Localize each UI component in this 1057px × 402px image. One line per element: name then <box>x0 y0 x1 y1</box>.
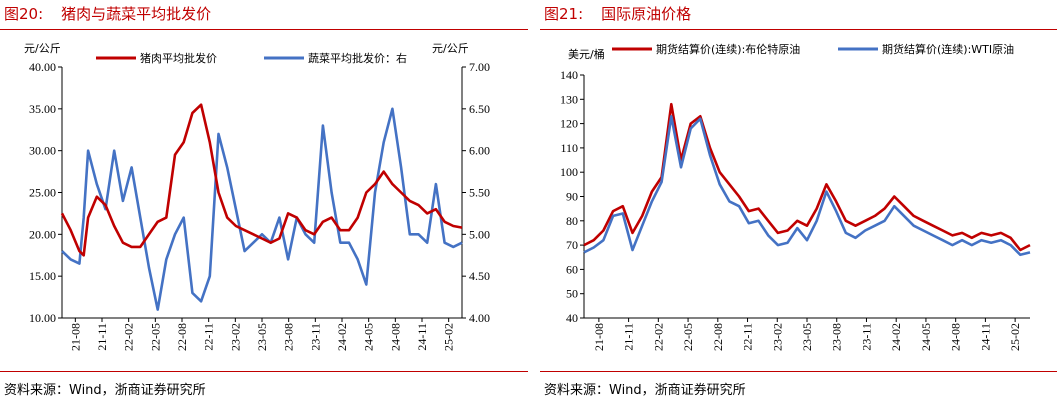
left-y-tick-label: 10.00 <box>29 311 56 325</box>
y-tick-label: 60 <box>566 262 578 276</box>
right-y-tick-label: 6.00 <box>469 144 490 158</box>
wti-price-legend-label: 期货结算价(连续):WTI原油 <box>882 42 1014 56</box>
x-tick-label: 22-02 <box>651 323 665 351</box>
figure-21-bottom-rule <box>540 371 1057 372</box>
brent-price-line <box>584 104 1030 250</box>
right-y-tick-label: 6.50 <box>469 102 490 116</box>
figure-20-panel: 图20: 猪肉与蔬菜平均批发价 10.00 15.00 20.00 25.00 30.00… <box>0 0 528 402</box>
x-tick-label: 22-05 <box>681 323 695 351</box>
left-y-tick-label: 40.00 <box>29 60 56 74</box>
vegetable-price-line <box>62 109 462 310</box>
y-tick-label: 110 <box>560 141 578 155</box>
pork-vegetable-price-chart: 10.00 15.00 20.00 25.00 30.00 35.00 40.00 4.00 4… <box>0 0 528 371</box>
x-tick-label: 24-11 <box>978 323 992 351</box>
figure-21-panel: 图21: 国际原油价格 40 50 60 70 80 90 100 110 120 130 140 21… <box>540 0 1057 402</box>
axis-unit: 美元/桶 <box>568 47 605 61</box>
x-tick-label: 24-08 <box>949 323 963 351</box>
x-tick-label: 23-05 <box>800 323 814 351</box>
figure-20-bottom-rule <box>0 371 528 372</box>
left-y-tick-label: 30.00 <box>29 144 56 158</box>
right-axis-unit: 元/公斤 <box>432 42 469 55</box>
x-tick-label: 21-11 <box>622 323 636 351</box>
x-tick-label: 25-02 <box>1008 323 1022 351</box>
crude-oil-price-chart: 40 50 60 70 80 90 100 110 120 130 140 21-08 21-11 22-… <box>540 0 1057 371</box>
y-tick-label: 140 <box>560 68 578 82</box>
x-tick-label: 21-08 <box>68 323 82 351</box>
x-tick-label: 23-08 <box>830 323 844 351</box>
x-tick-label: 23-02 <box>770 323 784 351</box>
vegetable-price-legend-label: 蔬菜平均批发价：右 <box>308 51 407 65</box>
y-tick-label: 40 <box>566 311 578 325</box>
y-tick-label: 50 <box>566 287 578 301</box>
x-tick-label: 24-08 <box>388 323 402 351</box>
x-tick-label: 24-05 <box>362 323 376 351</box>
right-y-tick-label: 7.00 <box>469 60 490 74</box>
x-tick-label: 22-08 <box>175 323 189 351</box>
x-tick-label: 23-11 <box>308 323 322 351</box>
x-tick-label: 22-11 <box>202 323 216 351</box>
x-tick-label: 23-11 <box>859 323 873 351</box>
x-tick-label: 22-11 <box>741 323 755 351</box>
figure-20-source: 资料来源：Wind，浙商证券研究所 <box>4 379 206 398</box>
y-tick-label: 90 <box>566 190 578 204</box>
right-y-tick-label: 5.00 <box>469 227 490 241</box>
y-tick-label: 100 <box>560 165 578 179</box>
x-tick-label: 21-11 <box>95 323 109 351</box>
left-y-tick-label: 25.00 <box>29 186 56 200</box>
left-y-tick-label: 15.00 <box>29 269 56 283</box>
left-y-tick-label: 35.00 <box>29 102 56 116</box>
y-tick-label: 80 <box>566 214 578 228</box>
x-tick-label: 23-02 <box>228 323 242 351</box>
right-y-tick-label: 4.00 <box>469 311 490 325</box>
pork-price-legend-label: 猪肉平均批发价 <box>140 51 217 65</box>
y-tick-label: 130 <box>560 92 578 106</box>
y-tick-label: 120 <box>560 117 578 131</box>
y-tick-label: 70 <box>566 238 578 252</box>
x-tick-label: 22-05 <box>148 323 162 351</box>
x-tick-label: 22-02 <box>122 323 136 351</box>
x-tick-label: 21-08 <box>592 323 606 351</box>
figure-21-source: 资料来源：Wind，浙商证券研究所 <box>544 379 746 398</box>
x-tick-label: 23-05 <box>255 323 269 351</box>
x-tick-label: 24-05 <box>919 323 933 351</box>
brent-price-legend-label: 期货结算价(连续):布伦特原油 <box>656 42 800 56</box>
x-tick-label: 22-08 <box>711 323 725 351</box>
x-tick-label: 24-02 <box>335 323 349 351</box>
right-y-tick-label: 4.50 <box>469 269 490 283</box>
x-tick-label: 24-11 <box>415 323 429 351</box>
x-tick-label: 23-08 <box>282 323 296 351</box>
x-tick-label: 24-02 <box>889 323 903 351</box>
left-y-tick-label: 20.00 <box>29 227 56 241</box>
right-y-tick-label: 5.50 <box>469 186 490 200</box>
left-axis-unit: 元/公斤 <box>24 42 61 55</box>
x-tick-label: 25-02 <box>442 323 456 351</box>
